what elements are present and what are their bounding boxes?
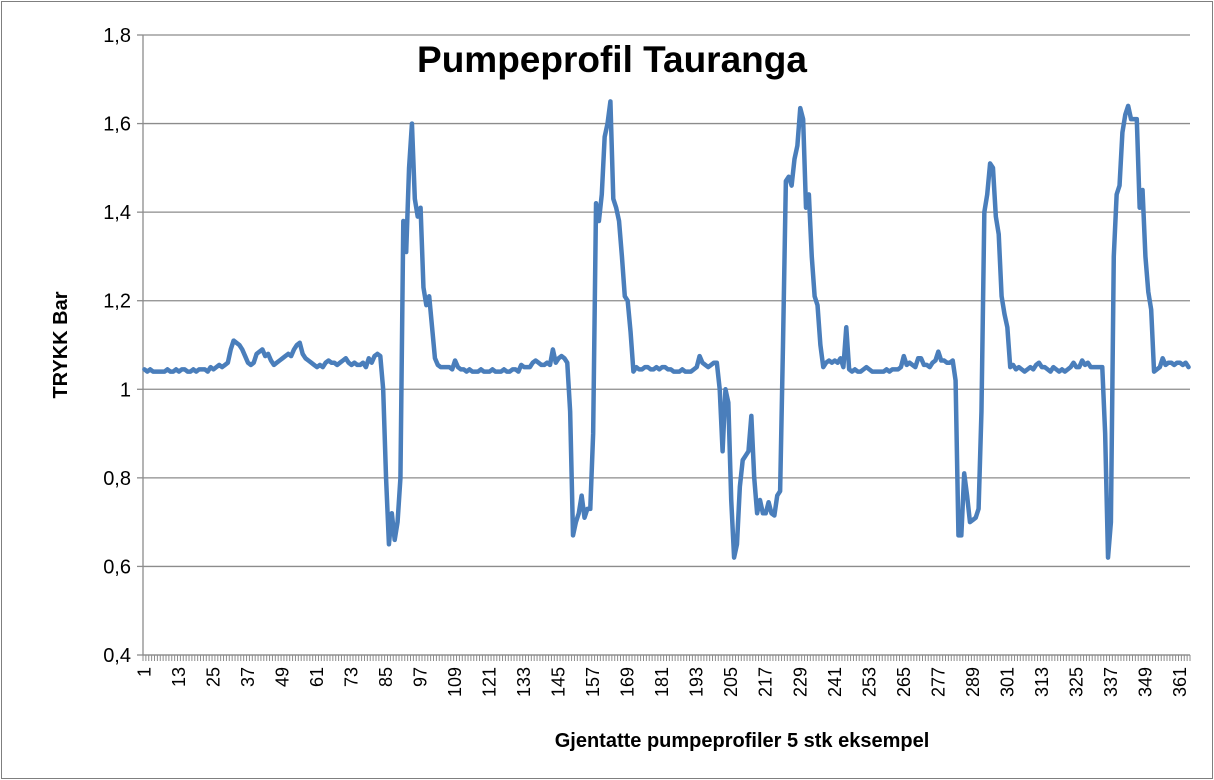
x-tick-label: 205 [721, 667, 741, 697]
y-axis-label: TRYKK Bar [50, 291, 72, 398]
x-tick-label: 85 [376, 667, 396, 687]
x-tick-label: 25 [203, 667, 223, 687]
x-tick-label: 97 [411, 667, 431, 687]
x-tick-label: 301 [997, 667, 1017, 697]
axes: 0,4 0,6 0,8 1 1,2 1,4 1,6 1,8 1 13 25 37 49 61 73 85 97 1… [103, 25, 1191, 697]
x-tick-label: 1 [134, 667, 154, 677]
x-tick-label: 37 [238, 667, 258, 687]
y-tick-label: 1,4 [103, 202, 131, 224]
y-tick-label: 1,2 [103, 291, 131, 313]
y-tick-label: 1,6 [103, 114, 131, 136]
x-tick-label: 361 [1170, 667, 1190, 697]
x-tick-label: 193 [687, 667, 707, 697]
x-tick-label: 313 [1032, 667, 1052, 697]
x-tick-label: 169 [618, 667, 638, 697]
x-tick-label: 61 [307, 667, 327, 687]
x-tick-label: 145 [549, 667, 569, 697]
x-tick-label: 349 [1135, 667, 1155, 697]
chart-title: Pumpeprofil Tauranga [417, 39, 807, 80]
x-tick-label: 325 [1066, 667, 1086, 697]
x-tick-label: 13 [169, 667, 189, 687]
x-tick-label: 217 [756, 667, 776, 697]
x-tick-label: 157 [583, 667, 603, 697]
x-tick-label: 49 [273, 667, 293, 687]
x-tick-label: 337 [1101, 667, 1121, 697]
y-tick-label: 0,8 [103, 468, 131, 490]
x-axis-label: Gjentatte pumpeprofiler 5 stk eksempel [555, 730, 930, 752]
x-tick-label: 277 [928, 667, 948, 697]
data-line [142, 99, 1191, 560]
x-tick-label: 229 [790, 667, 810, 697]
x-tick-label: 121 [480, 667, 500, 697]
x-tick-label: 133 [514, 667, 534, 697]
x-tick-label: 73 [342, 667, 362, 687]
x-tick-label: 289 [963, 667, 983, 697]
x-tick-label: 253 [859, 667, 879, 697]
x-tick-label: 181 [652, 667, 672, 697]
y-tick-label: 1 [120, 379, 131, 401]
y-tick-label: 1,8 [103, 25, 131, 47]
y-tick-label: 0,4 [103, 645, 131, 667]
x-tick-label: 109 [445, 667, 465, 697]
x-tick-label: 265 [894, 667, 914, 697]
marks [142, 99, 1191, 560]
x-tick-label: 241 [825, 667, 845, 697]
y-tick-label: 0,6 [103, 556, 131, 578]
